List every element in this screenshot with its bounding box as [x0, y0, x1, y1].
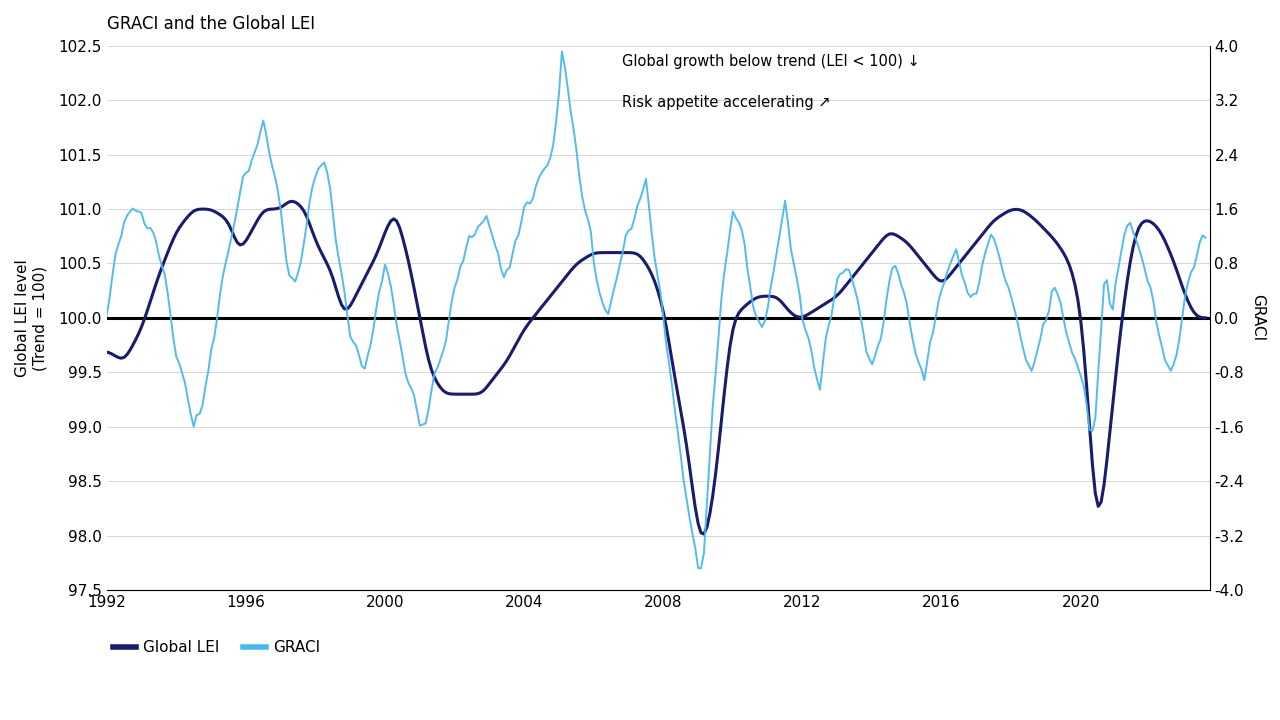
Y-axis label: GRACI: GRACI [1251, 294, 1265, 341]
Text: Global growth below trend (LEI < 100) ↓: Global growth below trend (LEI < 100) ↓ [622, 55, 919, 69]
Text: GRACI and the Global LEI: GRACI and the Global LEI [106, 15, 315, 33]
Text: Risk appetite accelerating ↗: Risk appetite accelerating ↗ [622, 94, 831, 109]
Y-axis label: Global LEI level
(Trend = 100): Global LEI level (Trend = 100) [15, 259, 47, 377]
Legend: Global LEI, GRACI: Global LEI, GRACI [106, 634, 326, 661]
